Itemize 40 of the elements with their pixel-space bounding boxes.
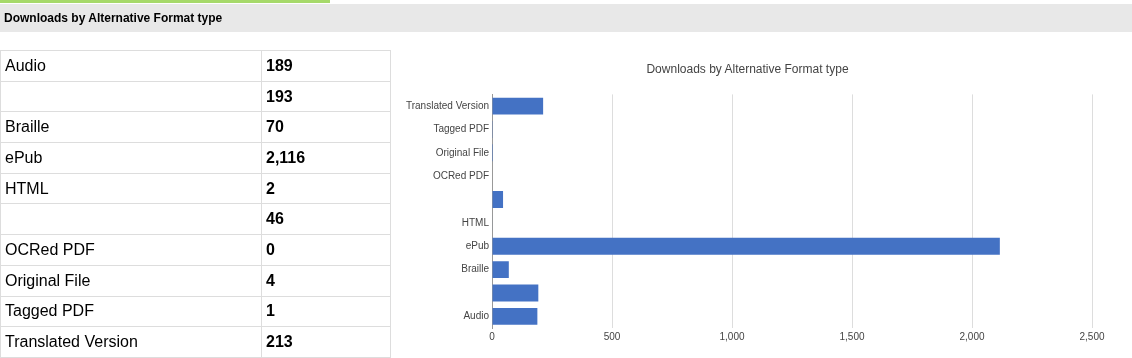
category-label: Translated Version [0, 326, 262, 358]
category-label: Tagged PDF [0, 296, 262, 327]
text: 193 [266, 87, 293, 105]
bar [492, 97, 544, 115]
category-label: Audio [0, 50, 262, 82]
text: 2,116 [266, 148, 306, 166]
category-label: Original File [0, 265, 262, 296]
bar [492, 307, 538, 325]
category-label: HTML [0, 173, 262, 204]
y-tick-label: Braille [461, 263, 490, 275]
y-tick-label: Tagged PDF [433, 123, 490, 135]
y-tick-label: Audio [463, 310, 490, 322]
category-label: ePub [0, 142, 262, 174]
y-tick-label: OCRed PDF [432, 169, 490, 181]
x-tick-label: 1,000 [719, 330, 745, 342]
x-tick-label: 2,000 [959, 330, 985, 342]
category-label: Braille [0, 111, 262, 143]
category-label: OCRed PDF [0, 234, 262, 266]
y-tick-label: HTML [461, 216, 490, 228]
x-tick-label: 1,500 [839, 330, 865, 342]
text: 46 [266, 210, 284, 228]
bar [492, 261, 509, 279]
text: Downloads by Alternative Format type [4, 10, 224, 27]
x-tick-label: 2,500 [1079, 330, 1105, 342]
text: 4 [266, 271, 275, 289]
text: 1 [266, 302, 275, 320]
text: 0 [266, 240, 275, 258]
y-tick-label: Original File [435, 146, 490, 158]
x-tick-label: 500 [603, 330, 621, 342]
chart-title: Downloads by Alternative Format type [646, 61, 849, 76]
x-tick-label: 0 [489, 330, 496, 342]
text: 2 [266, 179, 275, 197]
bar [492, 191, 504, 208]
text: 189 [266, 56, 293, 74]
bar [492, 237, 1000, 255]
y-tick-label: ePub [465, 239, 490, 251]
text: 213 [266, 333, 293, 351]
text: 70 [266, 118, 284, 136]
y-tick-label: Translated Version [405, 99, 490, 111]
bar [492, 284, 539, 302]
